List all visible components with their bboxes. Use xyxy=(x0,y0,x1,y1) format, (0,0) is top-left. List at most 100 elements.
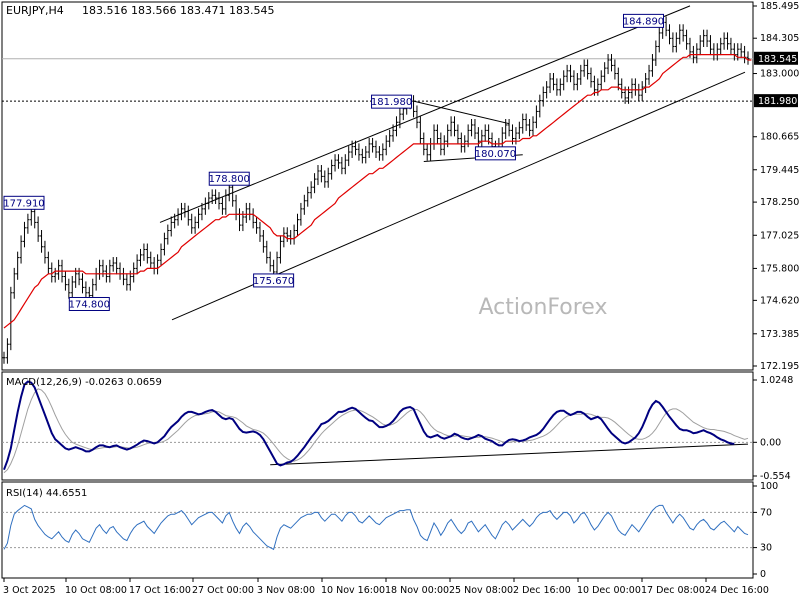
price-bar xyxy=(722,32,726,50)
price-bar xyxy=(657,26,661,53)
price-bar xyxy=(111,257,115,272)
price-bar xyxy=(330,159,334,180)
price-bar xyxy=(391,124,395,142)
annotation-box xyxy=(208,171,250,186)
rsi-ytick-label: 30 xyxy=(760,543,772,554)
annotation-174-800: 174.800 xyxy=(68,296,110,311)
price-ytick-label: 184.305 xyxy=(760,33,799,44)
price-bar xyxy=(84,281,88,299)
price-bar xyxy=(50,262,54,283)
price-bar xyxy=(2,351,6,364)
triangle-upper-line xyxy=(413,100,510,125)
xtick-label: 3 Nov 08:00 xyxy=(257,585,315,596)
annotation-box xyxy=(68,296,110,311)
price-bar xyxy=(350,140,354,158)
channel-upper-line xyxy=(159,5,691,223)
price-bar xyxy=(528,119,532,137)
price-bar xyxy=(681,24,685,42)
macd-ytick-label: 0.00 xyxy=(760,437,781,448)
price-bar xyxy=(336,154,340,169)
price-bar xyxy=(548,72,552,94)
price-bar xyxy=(357,143,361,161)
price-bar xyxy=(739,43,743,58)
price-bar xyxy=(545,81,549,99)
price-bar xyxy=(565,64,569,83)
price-bar xyxy=(521,113,525,134)
price-bar xyxy=(173,213,177,229)
price-bar xyxy=(319,165,323,183)
watermark-text: ActionForex xyxy=(479,295,608,320)
price-bar xyxy=(183,202,187,218)
price-bar xyxy=(108,259,112,283)
price-bar xyxy=(347,146,351,167)
annotation-box xyxy=(474,146,516,161)
price-bar xyxy=(483,124,487,142)
xtick-label: 3 Oct 2025 xyxy=(3,585,56,596)
price-bar xyxy=(36,216,40,242)
price-bar xyxy=(695,43,699,64)
macd-ytick-label: 1.0248 xyxy=(760,375,793,386)
price-bar xyxy=(333,154,337,172)
price-bar xyxy=(473,119,477,140)
price-bar xyxy=(80,273,84,294)
annotation-181-980: 181.980 xyxy=(371,94,412,109)
current-price-label: 183.545 xyxy=(758,54,797,65)
price-bar xyxy=(708,35,712,56)
rsi-panel xyxy=(1,481,754,579)
xtick-label: 10 Oct 08:00 xyxy=(65,585,127,596)
price-bar xyxy=(418,116,422,145)
price-bar xyxy=(186,205,190,226)
price-bar xyxy=(16,251,20,280)
price-bar xyxy=(668,24,672,45)
price-bar xyxy=(412,95,416,118)
price-bar xyxy=(558,78,562,96)
price-bar xyxy=(302,194,306,215)
price-bar xyxy=(70,276,74,299)
price-bar xyxy=(46,251,50,275)
price-bar xyxy=(470,119,474,137)
macd-trend-line xyxy=(270,443,749,466)
price-bar xyxy=(265,240,269,264)
price-ytick-label: 177.025 xyxy=(760,230,799,241)
rsi-line xyxy=(3,504,749,551)
price-panel xyxy=(1,1,754,371)
price-bar xyxy=(176,208,180,226)
rsi-ytick-label: 100 xyxy=(760,481,778,492)
price-bar xyxy=(640,81,644,102)
price-bar xyxy=(504,119,508,140)
price-bar xyxy=(589,67,593,88)
price-bar xyxy=(224,189,228,215)
price-bar xyxy=(555,78,559,96)
price-bar xyxy=(517,121,521,140)
price-bar xyxy=(452,116,456,137)
price-bar xyxy=(647,64,651,85)
price-bar xyxy=(306,186,310,207)
price-bar xyxy=(613,59,617,80)
price-bar xyxy=(381,143,385,161)
price-bar xyxy=(162,232,166,256)
price-ytick-label: 183.000 xyxy=(760,69,799,80)
price-bar xyxy=(377,146,381,161)
price-bar xyxy=(258,221,262,242)
rsi-ytick-label: 70 xyxy=(760,507,772,518)
price-bar xyxy=(364,146,368,164)
annotation-box xyxy=(623,13,665,28)
price-bar xyxy=(726,32,730,50)
ohlc-readout: 183.516 183.566 183.471 183.545 xyxy=(82,4,274,17)
price-bar xyxy=(40,229,44,253)
price-bar xyxy=(261,229,265,253)
annotation-label: 181.980 xyxy=(371,97,412,108)
price-bar xyxy=(63,270,67,291)
annotation-178-800: 178.800 xyxy=(208,171,250,186)
annotation-180-070: 180.070 xyxy=(474,146,516,161)
price-bar xyxy=(435,124,439,145)
price-bar xyxy=(456,124,460,145)
price-bar xyxy=(654,40,658,66)
price-bar xyxy=(671,32,675,53)
price-bar xyxy=(606,54,610,75)
price-bar xyxy=(135,254,139,275)
price-bar xyxy=(214,189,218,204)
xtick-label: 27 Oct 00:00 xyxy=(192,585,254,596)
